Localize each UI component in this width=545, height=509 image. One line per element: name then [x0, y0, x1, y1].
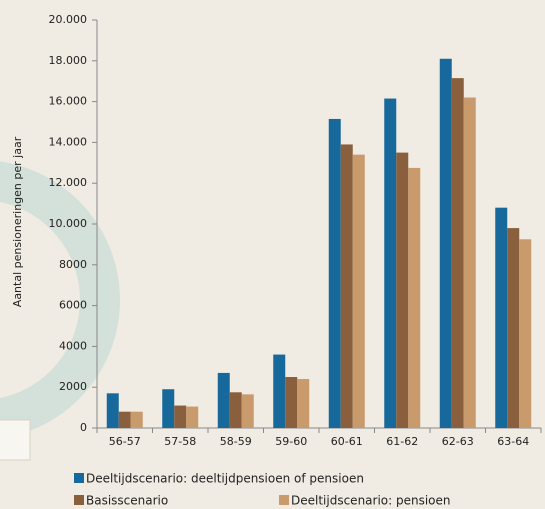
x-tick-label: 58-59 [220, 435, 252, 448]
bar [174, 405, 187, 428]
bar [273, 354, 286, 428]
bar [451, 78, 464, 428]
bar [519, 239, 532, 428]
bar [340, 144, 353, 428]
bar [328, 118, 341, 428]
x-tick-label: 57-58 [164, 435, 196, 448]
bar [352, 154, 365, 428]
y-tick-label: 6000 [59, 299, 87, 312]
y-axis-label: Aantal pensioneringen per jaar [11, 136, 24, 307]
x-tick-label: 56-57 [109, 435, 141, 448]
bar [106, 393, 119, 428]
bar [495, 207, 508, 428]
bar [186, 406, 199, 428]
bar [229, 392, 242, 428]
y-tick-label: 12.000 [49, 176, 88, 189]
y-tick-label: 10.000 [49, 217, 88, 230]
bar [162, 389, 175, 428]
x-tick-label: 61-62 [386, 435, 418, 448]
decoration [0, 161, 120, 439]
legend-swatch [279, 495, 289, 505]
bar [408, 167, 421, 428]
y-tick-label: 0 [80, 421, 87, 434]
bar [396, 152, 409, 428]
bar [217, 372, 230, 428]
y-tick-label: 18.000 [49, 54, 88, 67]
legend-swatch [74, 473, 84, 483]
legend-label: Deeltijdscenario: deeltijdpensioen of pe… [86, 472, 364, 486]
bar [384, 98, 397, 428]
x-tick-label: 62-63 [442, 435, 474, 448]
y-tick-label: 14.000 [49, 135, 88, 148]
bar [241, 394, 254, 428]
y-tick-label: 16.000 [49, 95, 88, 108]
legend-label: Deeltijdscenario: pensioen [291, 494, 451, 508]
bar [463, 97, 476, 429]
y-tick-label: 2000 [59, 380, 87, 393]
bar [507, 228, 520, 428]
x-tick-label: 63-64 [497, 435, 529, 448]
bar [297, 379, 310, 428]
bar [439, 58, 452, 428]
legend-label: Basisscenario [86, 494, 168, 508]
y-tick-label: 20.000 [49, 13, 88, 26]
bar [130, 411, 143, 428]
y-tick-label: 4000 [59, 339, 87, 352]
decoration [0, 419, 31, 461]
legend-swatch [74, 495, 84, 505]
y-tick-label: 8000 [59, 258, 87, 271]
x-tick-label: 59-60 [275, 435, 307, 448]
bar [285, 377, 298, 428]
x-tick-label: 60-61 [331, 435, 363, 448]
bar [118, 411, 131, 428]
